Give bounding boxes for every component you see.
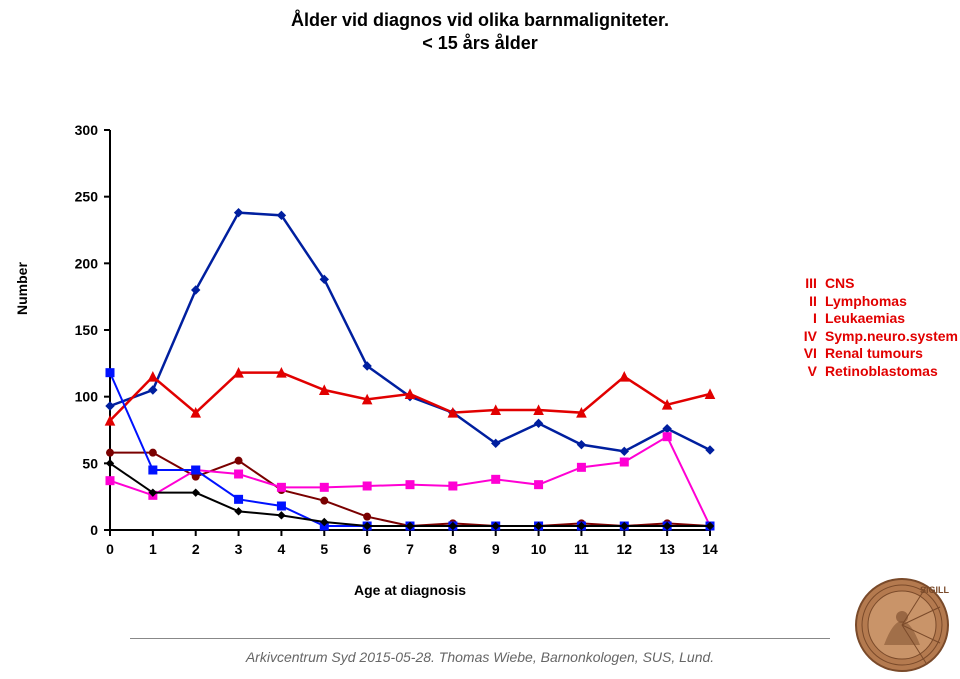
page: Ålder vid diagnos vid olika barnmalignit… [0, 0, 960, 679]
svg-text:7: 7 [406, 541, 414, 557]
legend-roman: I [797, 310, 817, 328]
svg-text:5: 5 [320, 541, 328, 557]
legend-item: V Retinoblastomas [797, 363, 958, 381]
svg-text:0: 0 [106, 541, 114, 557]
legend-label: Symp.neuro.system [825, 328, 958, 344]
legend-label: Retinoblastomas [825, 363, 938, 379]
footer-text: Arkivcentrum Syd 2015-05-28. Thomas Wieb… [0, 649, 960, 665]
svg-text:9: 9 [492, 541, 500, 557]
x-axis-label: Age at diagnosis [0, 582, 820, 598]
footer-divider [130, 638, 830, 639]
svg-text:4: 4 [278, 541, 286, 557]
legend-label: Lymphomas [825, 293, 907, 309]
legend-item: IV Symp.neuro.system [797, 328, 958, 346]
svg-text:250: 250 [75, 189, 99, 205]
chart-title: Ålder vid diagnos vid olika barnmalignit… [0, 10, 960, 54]
svg-text:SIGILL: SIGILL [920, 585, 950, 595]
legend-item: I Leukaemias [797, 310, 958, 328]
svg-text:12: 12 [616, 541, 632, 557]
title-line-2: < 15 års ålder [0, 33, 960, 54]
legend-item: VI Renal tumours [797, 345, 958, 363]
svg-text:14: 14 [702, 541, 718, 557]
svg-text:13: 13 [659, 541, 675, 557]
svg-text:10: 10 [531, 541, 547, 557]
svg-text:1: 1 [149, 541, 157, 557]
legend-item: III CNS [797, 275, 958, 293]
chart-svg: 05010015020025030001234567891011121314 [50, 120, 870, 590]
legend-label: Leukaemias [825, 310, 905, 326]
svg-text:8: 8 [449, 541, 457, 557]
legend-label: CNS [825, 275, 855, 291]
legend-label: Renal tumours [825, 345, 923, 361]
svg-text:300: 300 [75, 122, 99, 138]
svg-text:6: 6 [363, 541, 371, 557]
svg-text:11: 11 [574, 541, 589, 557]
legend-roman: II [797, 293, 817, 311]
svg-text:3: 3 [235, 541, 243, 557]
y-axis-label: Number [14, 262, 30, 315]
svg-text:2: 2 [192, 541, 200, 557]
legend-roman: IV [797, 328, 817, 346]
legend-roman: V [797, 363, 817, 381]
title-line-1: Ålder vid diagnos vid olika barnmalignit… [0, 10, 960, 31]
svg-text:200: 200 [75, 255, 99, 271]
legend-roman: VI [797, 345, 817, 363]
svg-text:150: 150 [75, 322, 99, 338]
seal-icon: SIGILL [854, 577, 950, 673]
chart-area: 05010015020025030001234567891011121314 [50, 120, 870, 560]
svg-text:0: 0 [90, 522, 98, 538]
svg-text:100: 100 [75, 389, 99, 405]
legend-roman: III [797, 275, 817, 293]
legend-item: II Lymphomas [797, 293, 958, 311]
svg-text:50: 50 [82, 455, 98, 471]
legend: III CNS II Lymphomas I Leukaemias IV Symp.neuro… [797, 275, 958, 380]
